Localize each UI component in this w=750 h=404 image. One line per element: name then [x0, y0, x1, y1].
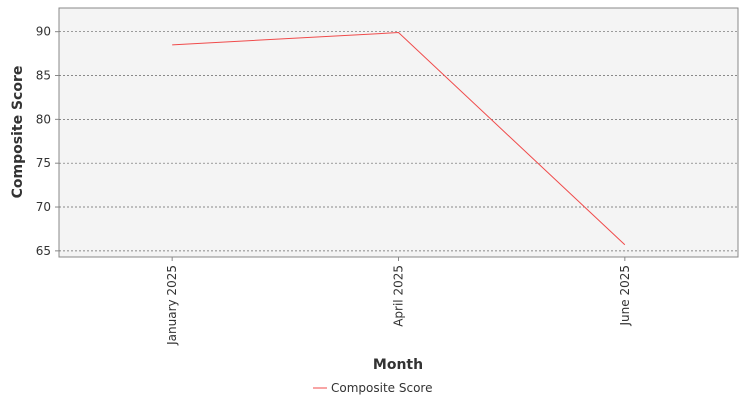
y-tick-label: 70: [36, 200, 51, 214]
x-tick-label: April 2025: [392, 265, 406, 327]
x-axis-label: Month: [373, 357, 423, 373]
y-tick-label: 75: [36, 156, 51, 170]
x-tick-label: June 2025: [618, 265, 632, 327]
y-tick-label: 80: [36, 112, 51, 126]
data-line: [172, 32, 626, 246]
plot-area: [58, 7, 739, 258]
y-tick-label: 90: [36, 25, 51, 39]
y-tick-label: 85: [36, 69, 51, 83]
y-axis-label: Composite Score: [10, 66, 26, 199]
legend-label: Composite Score: [331, 381, 432, 395]
y-tick-label: 65: [36, 244, 51, 258]
x-tick-label: January 2025: [165, 265, 179, 346]
